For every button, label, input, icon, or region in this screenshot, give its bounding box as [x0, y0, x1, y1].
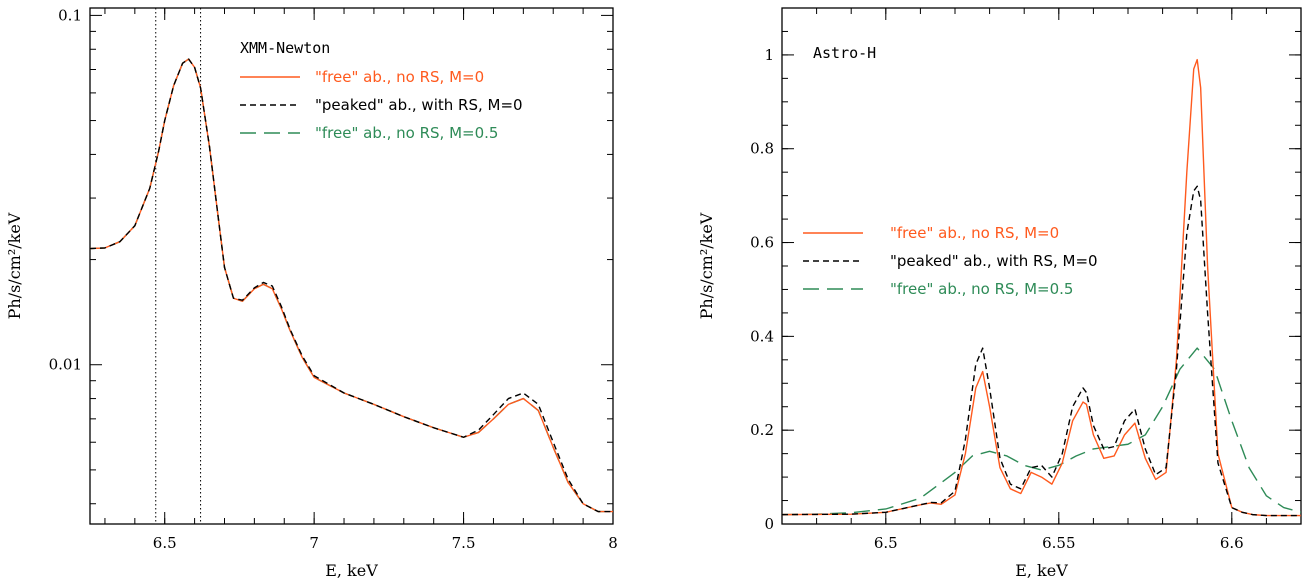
x-tick-label: 7.5	[452, 534, 476, 552]
series-line-2	[90, 58, 613, 513]
y-axis-label: Ph/s/cm²/keV	[697, 212, 716, 319]
chart-panel-1: 6.5 7 7.5 8 0.01 0.1 E, keV Ph/s/cm²/keV XMM-New…	[5, 6, 618, 580]
legend-entry-3: "free" ab., no RS, M=0.5	[315, 124, 498, 142]
instrument-annotation: Astro-H	[813, 44, 876, 62]
legend-entry-1: "free" ab., no RS, M=0	[890, 224, 1059, 242]
legend-entry-3: "free" ab., no RS, M=0.5	[890, 280, 1073, 298]
y-axis-label: Ph/s/cm²/keV	[5, 212, 24, 319]
x-tick-label: 6.55	[1042, 534, 1075, 552]
plot-frame	[89, 7, 614, 525]
y-tick-label: 0.01	[49, 356, 82, 374]
y-tick-label: 0.2	[750, 421, 774, 439]
legend-entry-2: "peaked" ab., with RS, M=0	[890, 252, 1098, 270]
x-tick-label: 6.5	[153, 534, 177, 552]
series-line-3	[782, 347, 1301, 516]
chart-panel-2: 6.5 6.55 6.6 0 0.2 0.4 0.6 0.8 1 E, keV Ph/s/cm²/k…	[697, 7, 1302, 580]
y-tick-label: 0.8	[750, 140, 774, 158]
y-tick-label: 1	[764, 46, 774, 64]
series-line-2	[782, 185, 1301, 517]
series-line-1	[782, 58, 1301, 517]
instrument-annotation: XMM-Newton	[240, 39, 330, 57]
y-tick-label: 0	[764, 515, 774, 533]
y-tick-label: 0.4	[750, 327, 774, 345]
x-tick-label: 7	[309, 534, 319, 552]
legend-entry-2: "peaked" ab., with RS, M=0	[315, 96, 523, 114]
x-tick-label: 6.6	[1220, 534, 1244, 552]
x-axis-label: E, keV	[1015, 561, 1068, 580]
legend-entry-1: "free" ab., no RS, M=0	[315, 68, 484, 86]
y-tick-label: 0.1	[58, 6, 82, 24]
x-axis-label: E, keV	[325, 561, 378, 580]
x-tick-label: 8	[608, 534, 618, 552]
y-tick-label: 0.6	[750, 234, 774, 252]
x-tick-label: 6.5	[874, 534, 898, 552]
